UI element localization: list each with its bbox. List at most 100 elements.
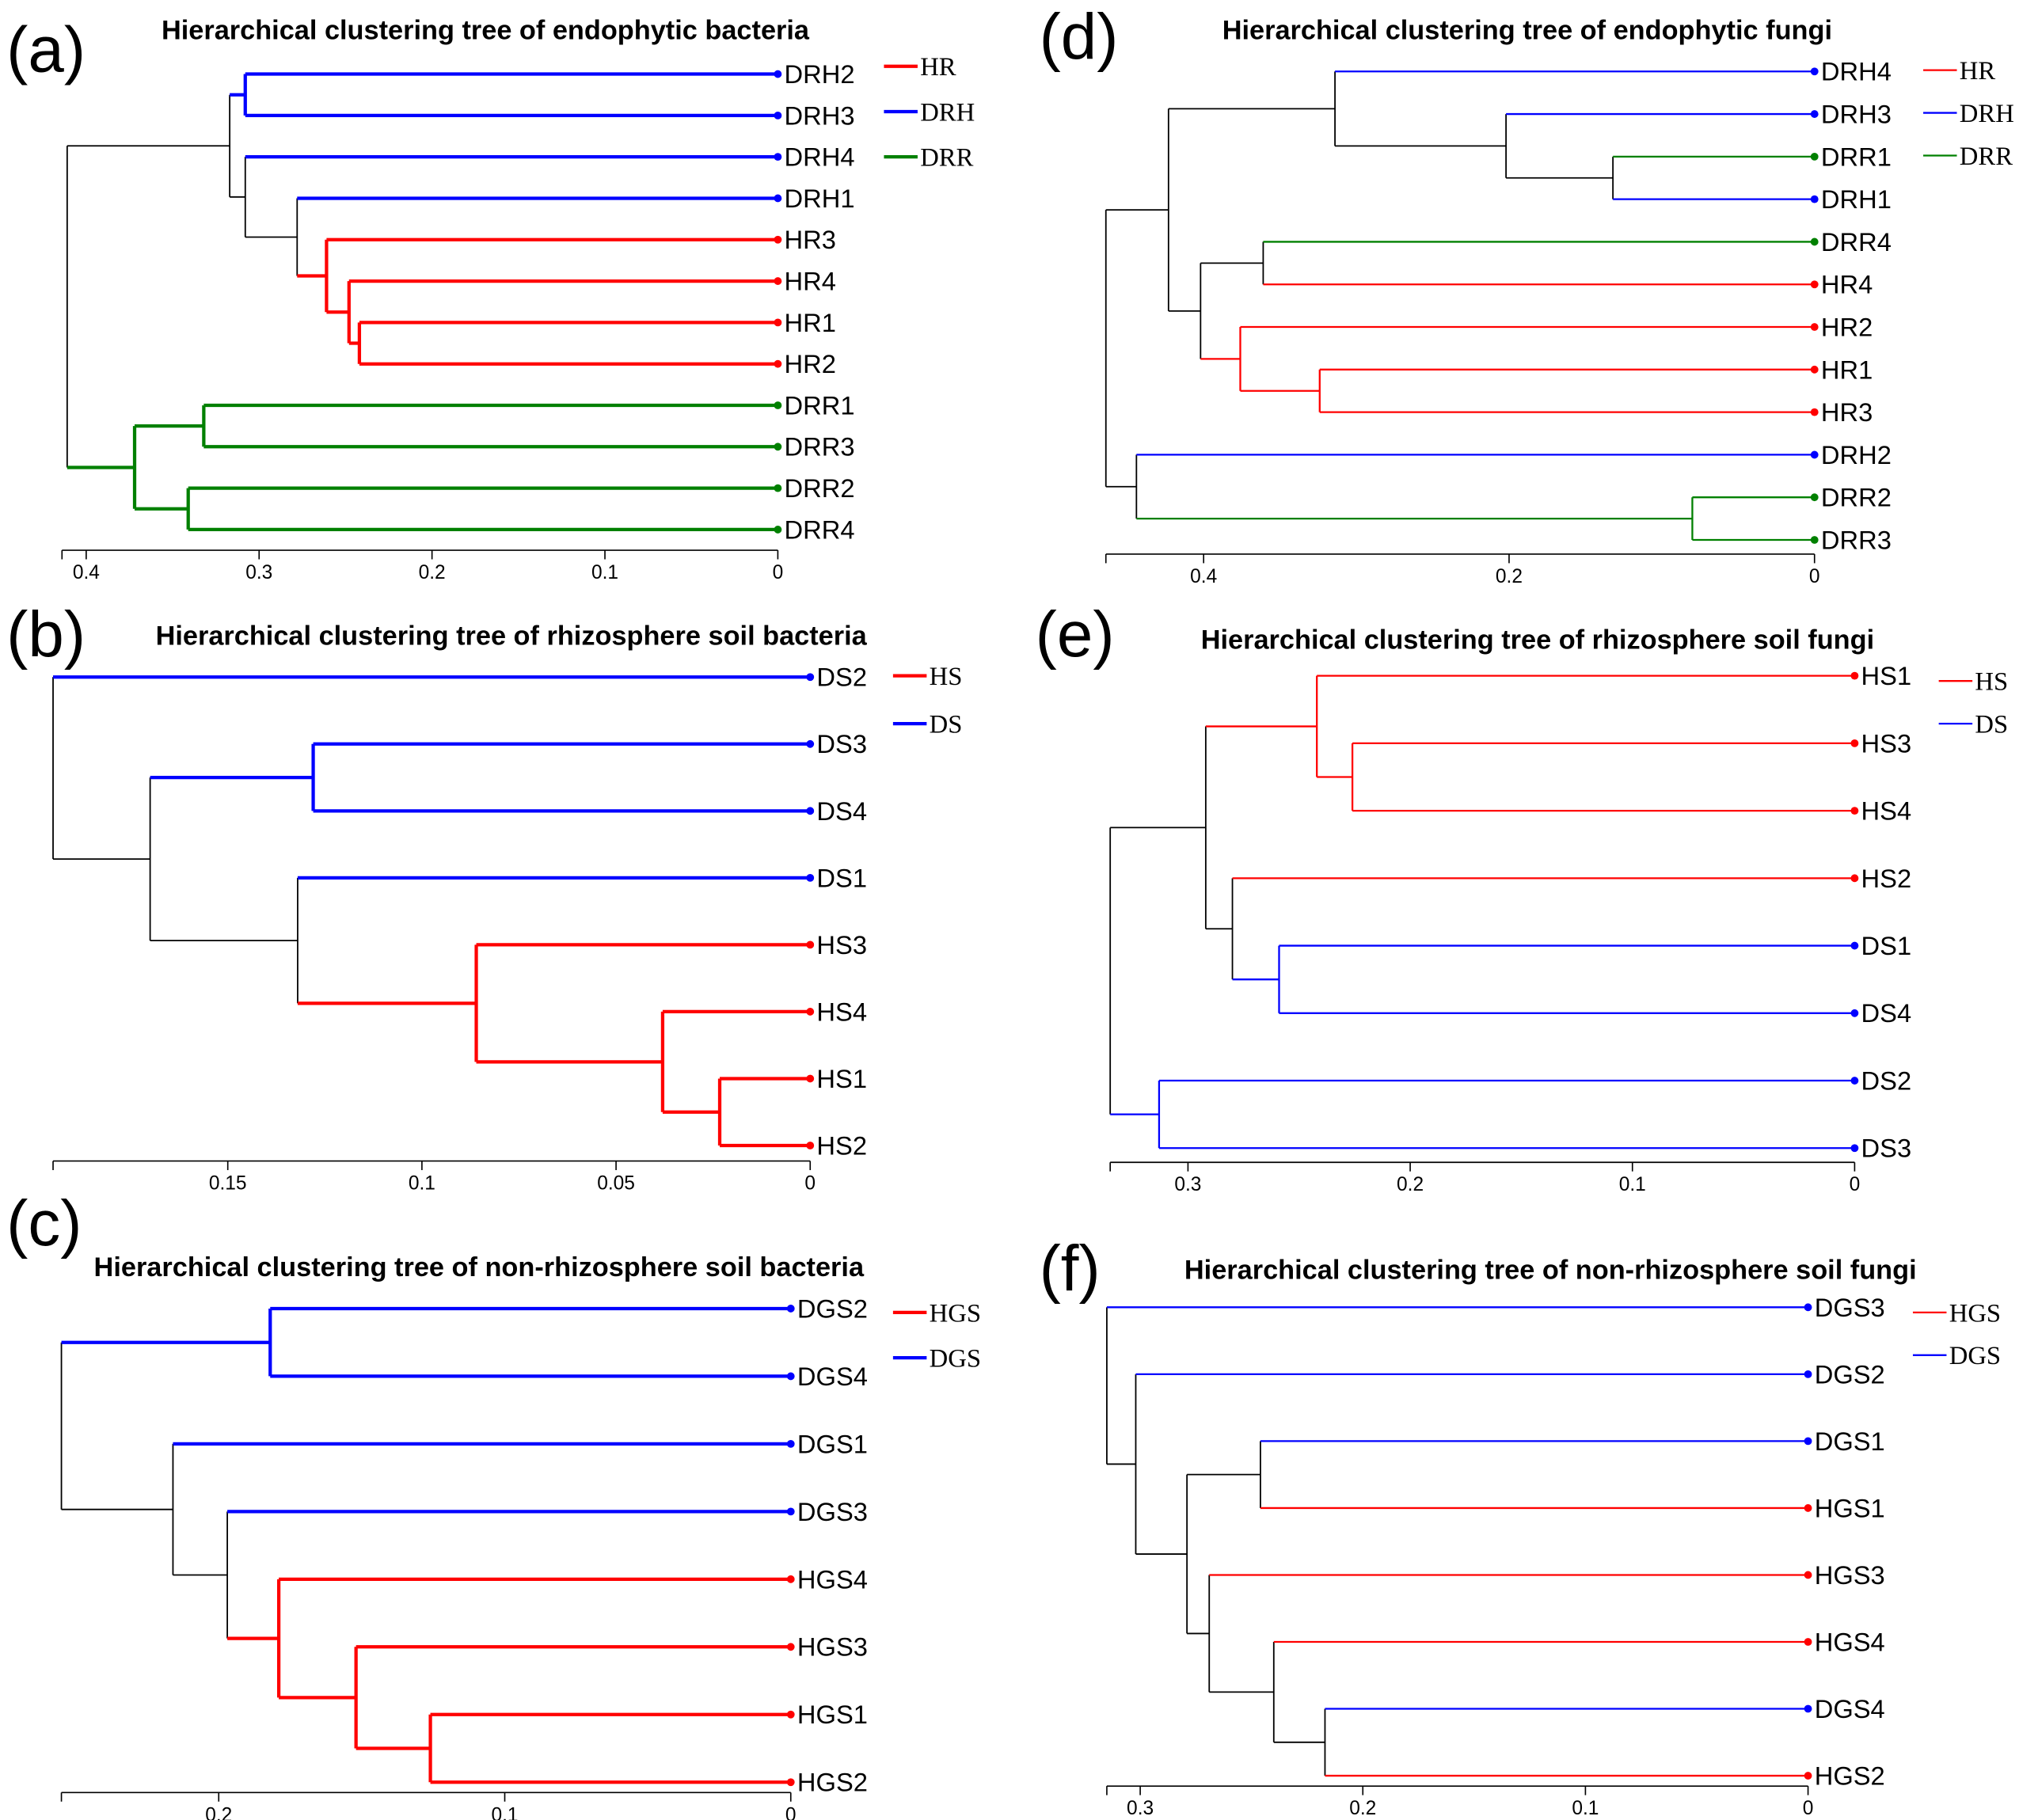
leaf-label: DRR1 bbox=[1821, 142, 1892, 171]
tick-label: 0 bbox=[1803, 1798, 1814, 1819]
legend-label: HR bbox=[1960, 57, 1996, 85]
leaf-label: HR4 bbox=[1821, 270, 1873, 299]
leaf-node bbox=[1850, 1144, 1859, 1153]
leaf-label: HGS2 bbox=[1815, 1761, 1885, 1791]
leaf-label: DS3 bbox=[1861, 1134, 1912, 1163]
leaf-node bbox=[1850, 941, 1859, 950]
leaf-node bbox=[774, 401, 782, 409]
panel-title: Hierarchical clustering tree of rhizosph… bbox=[156, 621, 868, 651]
leaf-node bbox=[786, 1507, 795, 1516]
tree: DGS3 DGS2 DGS1 HGS1 HGS3 HGS4 DGS4 HGS2 bbox=[1106, 1293, 1885, 1791]
legend-label: DS bbox=[1975, 711, 2008, 739]
leaf-label: DRH4 bbox=[785, 142, 855, 172]
leaf-node bbox=[1850, 671, 1859, 680]
panel-d: (d) Hierarchical clustering tree of endop… bbox=[1040, 1, 2014, 587]
leaf-label: HR4 bbox=[785, 267, 836, 296]
tick-label: 0 bbox=[1809, 566, 1820, 587]
leaf-node bbox=[774, 153, 782, 161]
x-axis: 0.15 0.1 0.05 0 bbox=[52, 1160, 816, 1195]
leaf-node bbox=[806, 1008, 815, 1016]
panel-title: Hierarchical clustering tree of non-rhiz… bbox=[94, 1252, 865, 1282]
leaf-label: DS2 bbox=[1861, 1066, 1912, 1095]
leaf-node bbox=[1810, 237, 1819, 246]
leaf-node bbox=[1810, 280, 1819, 289]
leaf-label: DRH1 bbox=[785, 184, 855, 213]
leaf-node bbox=[1804, 1437, 1812, 1446]
x-axis: 0.4 0.3 0.2 0.1 0 bbox=[61, 549, 783, 583]
panel-f: (f) Hierarchical clustering tree of non-r… bbox=[1040, 1233, 2002, 1819]
tree: HS1 HS3 HS4 HS2 DS1 DS4 DS2 DS3 bbox=[1109, 661, 1912, 1163]
leaf-node bbox=[786, 1778, 795, 1787]
leaf-label: HS3 bbox=[816, 930, 867, 959]
leaf-node bbox=[1810, 450, 1819, 459]
leaf-node bbox=[1804, 1303, 1812, 1312]
leaf-label: DGS3 bbox=[797, 1497, 868, 1526]
tick-label: 0.3 bbox=[245, 562, 272, 583]
leaf-label: HR3 bbox=[1821, 397, 1873, 427]
leaf-node bbox=[1850, 1009, 1859, 1017]
tick-label: 0.2 bbox=[1496, 566, 1523, 587]
leaf-label: DS4 bbox=[816, 796, 867, 826]
leaf-label: DRR2 bbox=[1821, 483, 1892, 512]
leaf-label: HGS1 bbox=[797, 1700, 868, 1729]
tick-label: 0.2 bbox=[1397, 1174, 1424, 1195]
leaf-node bbox=[806, 673, 815, 682]
leaf-node bbox=[1810, 365, 1819, 374]
leaf-node bbox=[1810, 408, 1819, 416]
leaf-label: DRR3 bbox=[1821, 525, 1892, 554]
leaf-node bbox=[774, 318, 782, 327]
leaf-node bbox=[806, 739, 815, 748]
panel-label: (b) bbox=[6, 598, 86, 671]
leaf-label: HS4 bbox=[816, 997, 867, 1026]
leaf-node bbox=[774, 484, 782, 492]
tick-label: 0.4 bbox=[73, 562, 100, 583]
panel-title: Hierarchical clustering tree of rhizosph… bbox=[1201, 625, 1874, 655]
x-axis: 0.4 0.2 0 bbox=[1105, 553, 1820, 587]
panel-a: (a) Hierarchical clustering tree of endop… bbox=[6, 13, 975, 583]
leaf-label: DS3 bbox=[816, 729, 867, 758]
panel-title: Hierarchical clustering tree of endophyt… bbox=[1222, 15, 1832, 45]
leaf-node bbox=[1850, 1077, 1859, 1085]
leaf-node bbox=[1810, 152, 1819, 161]
leaf-label: HGS1 bbox=[1815, 1493, 1885, 1522]
tick-label: 0.2 bbox=[205, 1804, 232, 1820]
leaf-label: DRH3 bbox=[785, 101, 855, 130]
leaf-label: DGS3 bbox=[1815, 1293, 1885, 1322]
leaf-node bbox=[774, 359, 782, 368]
tree: DGS2 DGS4 DGS1 DGS3 HGS4 HGS3 HGS1 HGS2 bbox=[60, 1294, 868, 1797]
x-axis: 0.2 0.1 0 bbox=[60, 1792, 797, 1820]
legend-label: DGS bbox=[930, 1345, 981, 1374]
leaf-node bbox=[806, 1142, 815, 1149]
legend-label: DRR bbox=[920, 144, 973, 173]
leaf-label: DRR2 bbox=[785, 473, 855, 503]
panel-c: (c) Hierarchical clustering tree of non-r… bbox=[6, 1187, 981, 1820]
leaf-label: DRR1 bbox=[785, 390, 855, 420]
leaf-label: HGS3 bbox=[797, 1632, 868, 1662]
tick-label: 0 bbox=[804, 1173, 816, 1195]
tick-label: 0.2 bbox=[419, 562, 446, 583]
tree: DRH4 DRH3 DRR1 DRH1 DRR4 HR4 HR2 HR1 HR3 DRH2 DRR2… bbox=[1105, 57, 1892, 554]
leaf-label: DRH3 bbox=[1821, 100, 1892, 129]
leaf-node bbox=[774, 70, 782, 78]
leaf-label: HGS2 bbox=[797, 1768, 868, 1797]
leaf-node bbox=[786, 1643, 795, 1651]
tick-label: 0.2 bbox=[1349, 1798, 1376, 1819]
tree: DRH2 DRH3 DRH4 DRH1 HR3 HR4 HR1 HR2 DRR1 DRR3 DRR2… bbox=[66, 59, 855, 544]
panel-label: (c) bbox=[6, 1187, 82, 1260]
leaf-label: HS2 bbox=[816, 1130, 867, 1160]
leaf-label: HR2 bbox=[785, 349, 836, 378]
leaf-label: DGS4 bbox=[797, 1362, 868, 1391]
leaf-node bbox=[806, 1074, 815, 1083]
leaf-label: DRH2 bbox=[1821, 440, 1892, 469]
leaf-node bbox=[786, 1305, 795, 1313]
leaf-label: HGS4 bbox=[797, 1564, 868, 1594]
leaf-label: DRH1 bbox=[1821, 184, 1892, 214]
leaf-label: DRH2 bbox=[785, 59, 855, 89]
legend-label: DRH bbox=[920, 98, 975, 127]
leaf-node bbox=[786, 1439, 795, 1448]
leaf-node bbox=[774, 235, 782, 244]
leaf-node bbox=[1804, 1704, 1812, 1713]
leaf-label: DGS1 bbox=[1815, 1427, 1885, 1456]
tick-label: 0.1 bbox=[1572, 1798, 1599, 1819]
leaf-label: HS2 bbox=[1861, 864, 1912, 893]
